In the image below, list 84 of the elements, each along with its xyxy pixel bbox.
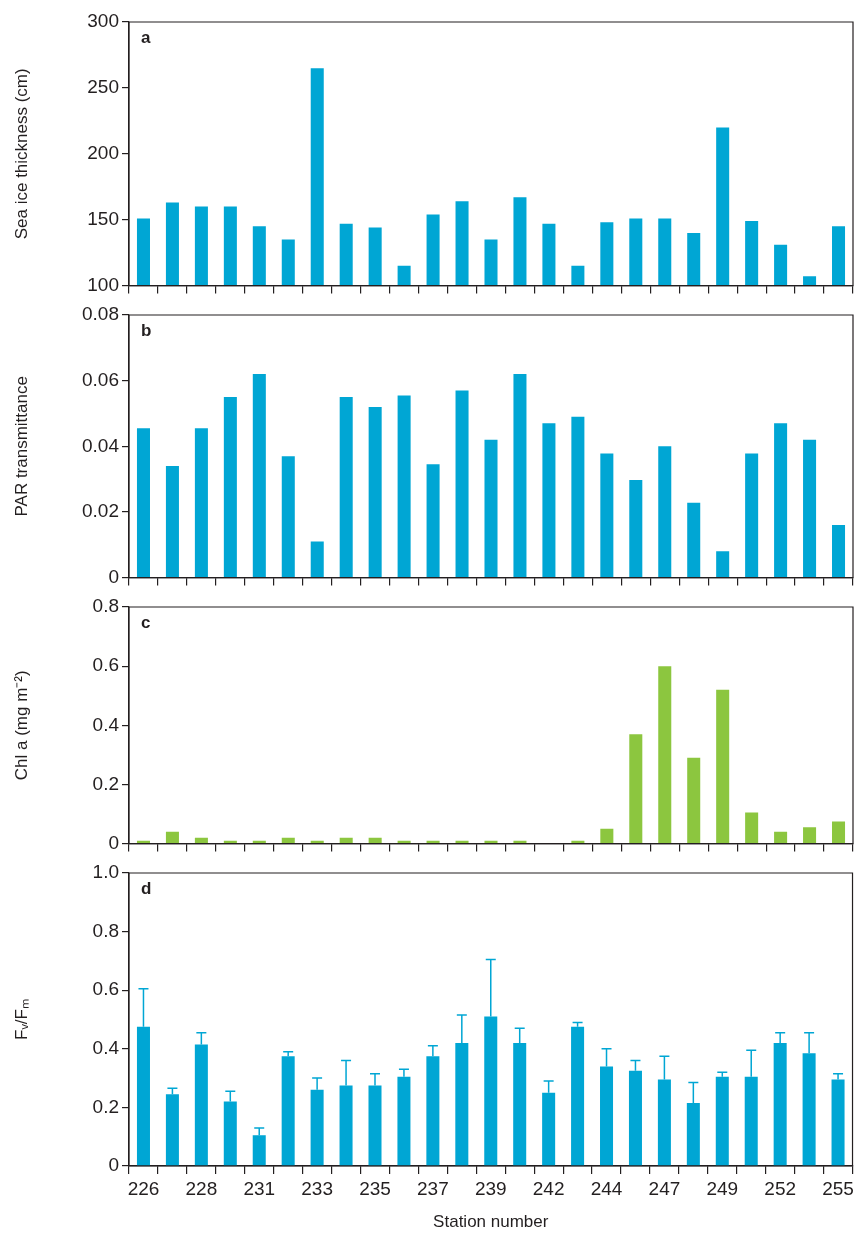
bar (832, 821, 846, 843)
bar (455, 390, 469, 577)
y-tick-label: 0 (108, 1154, 119, 1176)
y-axis-title: Sea ice thickness (cm) (11, 68, 31, 240)
y-tick-label: 0.4 (92, 713, 120, 735)
bar (542, 423, 556, 577)
bar (600, 828, 614, 843)
y-tick-label: 0.8 (92, 919, 119, 941)
x-tick-label: 231 (243, 1177, 276, 1199)
x-tick-label: 247 (648, 1177, 681, 1199)
y-tick-label: 0 (108, 831, 119, 853)
bar (484, 840, 498, 843)
x-axis-title: Station number (433, 1212, 549, 1232)
bar (774, 423, 788, 577)
y-axis-title: Chl a (mg m⁻²) (11, 670, 31, 781)
chart-title: a (141, 28, 151, 48)
bar (194, 428, 208, 577)
y-tick-label: 100 (87, 273, 119, 295)
bar (426, 464, 440, 577)
x-tick-label: 239 (474, 1177, 507, 1199)
y-tick-label: 0.2 (92, 1095, 119, 1117)
bar (716, 689, 730, 843)
bar (513, 374, 527, 577)
bar (281, 837, 295, 843)
x-tick-label: 249 (706, 1177, 739, 1199)
bar (136, 428, 150, 577)
y-tick-label: 0.06 (82, 368, 119, 390)
bar (339, 837, 353, 843)
bar (803, 827, 817, 843)
x-tick-label: 255 (822, 1177, 854, 1199)
bar (368, 837, 382, 843)
y-tick-label: 0.8 (92, 595, 119, 617)
bar (832, 525, 846, 577)
bar (687, 502, 701, 577)
x-tick-label: 237 (417, 1177, 449, 1199)
bar (194, 837, 208, 843)
bar (716, 551, 730, 577)
y-tick-label: 0.2 (92, 772, 119, 794)
y-tick-label: 150 (87, 207, 119, 229)
bar (571, 416, 585, 577)
y-tick-label: 1.0 (92, 861, 119, 883)
bar (629, 480, 643, 577)
bar (165, 466, 179, 577)
x-tick-label: 252 (764, 1177, 797, 1199)
bar (339, 397, 353, 577)
y-tick-label: 0.02 (82, 500, 119, 522)
y-tick-label: 250 (87, 76, 119, 98)
bar (745, 453, 759, 577)
y-tick-label: 0.08 (82, 303, 119, 325)
bar (658, 446, 672, 577)
bar (658, 666, 672, 843)
bar (484, 439, 498, 577)
x-tick-label: 228 (185, 1177, 218, 1199)
chart-title: d (141, 879, 152, 899)
chart-title: b (141, 321, 152, 341)
x-tick-label: 242 (532, 1177, 565, 1199)
bar (571, 1026, 585, 1166)
x-tick-label: 226 (127, 1177, 160, 1199)
bar (600, 453, 614, 577)
y-tick-label: 300 (87, 10, 119, 32)
y-tick-label: 0.6 (92, 654, 119, 676)
x-tick-label: 244 (590, 1177, 623, 1199)
y-tick-label: 0.6 (92, 978, 119, 1000)
x-tick-label: 233 (301, 1177, 333, 1199)
y-tick-label: 200 (87, 142, 119, 164)
bar (745, 812, 759, 843)
y-tick-label: 0 (108, 565, 119, 587)
y-axis-title: PAR transmittance (11, 376, 31, 517)
bar (223, 397, 237, 577)
bar (252, 374, 266, 577)
chart-title: c (141, 613, 151, 633)
x-tick-label: 235 (359, 1177, 391, 1199)
bar (629, 734, 643, 843)
y-tick-label: 0.04 (82, 434, 120, 456)
bar (368, 406, 382, 577)
y-tick-label: 0.4 (92, 1037, 120, 1059)
bar (165, 831, 179, 843)
y-axis-title: Fᵥ/Fₘ (11, 999, 31, 1040)
bar (310, 541, 324, 577)
bar (687, 757, 701, 843)
bar (803, 439, 817, 577)
bar (774, 831, 788, 843)
bar (281, 456, 295, 577)
bar (397, 395, 411, 577)
